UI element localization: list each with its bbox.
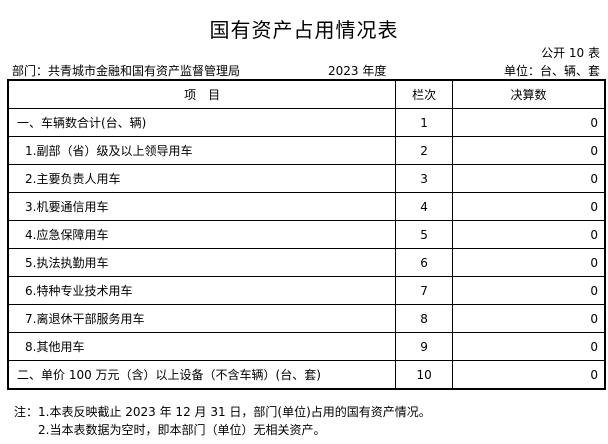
header-item: 项 目: [7, 79, 397, 109]
cell-value: 0: [452, 304, 606, 333]
cell-value: 0: [452, 360, 606, 390]
cell-value: 0: [452, 332, 606, 361]
cell-item: 6.特种专业技术用车: [7, 276, 397, 305]
cell-item: 一、车辆数合计(台、辆): [7, 108, 397, 137]
cell-value: 0: [452, 248, 606, 277]
table-row: 4.应急保障用车 5 0: [7, 220, 606, 249]
note-2: 2.当本表数据为空时，即本部门（单位）无相关资产。: [38, 423, 326, 437]
cell-no: 1: [395, 108, 454, 137]
cell-no: 7: [395, 276, 454, 305]
table-row: 2.主要负责人用车 3 0: [7, 164, 606, 193]
cell-item: 8.其他用车: [7, 332, 397, 361]
page-title: 国有资产占用情况表: [209, 18, 399, 42]
cell-item: 7.离退休干部服务用车: [7, 304, 397, 333]
form-code: 公开 10 表: [541, 46, 600, 60]
cell-item: 4.应急保障用车: [7, 220, 397, 249]
cell-no: 4: [395, 192, 454, 221]
cell-no: 9: [395, 332, 454, 361]
cell-value: 0: [452, 220, 606, 249]
table-row: 3.机要通信用车 4 0: [7, 192, 606, 221]
cell-item: 5.执法执勤用车: [7, 248, 397, 277]
table-row: 二、单价 100 万元（含）以上设备（不含车辆）(台、套) 10 0: [7, 360, 606, 390]
header-no: 栏次: [395, 79, 454, 109]
cell-value: 0: [452, 276, 606, 305]
cell-no: 5: [395, 220, 454, 249]
cell-item: 3.机要通信用车: [7, 192, 397, 221]
table-row: 一、车辆数合计(台、辆) 1 0: [7, 108, 606, 137]
cell-value: 0: [452, 164, 606, 193]
cell-item: 2.主要负责人用车: [7, 164, 397, 193]
cell-no: 6: [395, 248, 454, 277]
cell-value: 0: [452, 108, 606, 137]
fiscal-year: 2023 年度: [328, 64, 387, 78]
cell-value: 0: [452, 136, 606, 165]
cell-no: 3: [395, 164, 454, 193]
department: 部门：共青城市金融和国有资产监督管理局: [12, 64, 241, 78]
table-row: 8.其他用车 9 0: [7, 332, 606, 361]
cell-value: 0: [452, 192, 606, 221]
table-header: 项 目 栏次 决算数: [7, 79, 606, 109]
cell-item: 1.副部（省）级及以上领导用车: [7, 136, 397, 165]
header-value: 决算数: [452, 79, 606, 109]
table-row: 7.离退休干部服务用车 8 0: [7, 304, 606, 333]
cell-item: 二、单价 100 万元（含）以上设备（不含车辆）(台、套): [7, 360, 397, 390]
asset-table: 项 目 栏次 决算数 一、车辆数合计(台、辆) 1 0 1.副部（省）级及以上领导用车…: [7, 79, 606, 390]
cell-no: 8: [395, 304, 454, 333]
table-row: 1.副部（省）级及以上领导用车 2 0: [7, 136, 606, 165]
note-1: 注：1.本表反映截止 2023 年 12 月 31 日，部门(单位)占用的国有资…: [14, 405, 431, 419]
table-row: 6.特种专业技术用车 7 0: [7, 276, 606, 305]
cell-no: 2: [395, 136, 454, 165]
unit: 单位：台、辆、套: [503, 64, 600, 78]
cell-no: 10: [395, 360, 454, 390]
table-row: 5.执法执勤用车 6 0: [7, 248, 606, 277]
